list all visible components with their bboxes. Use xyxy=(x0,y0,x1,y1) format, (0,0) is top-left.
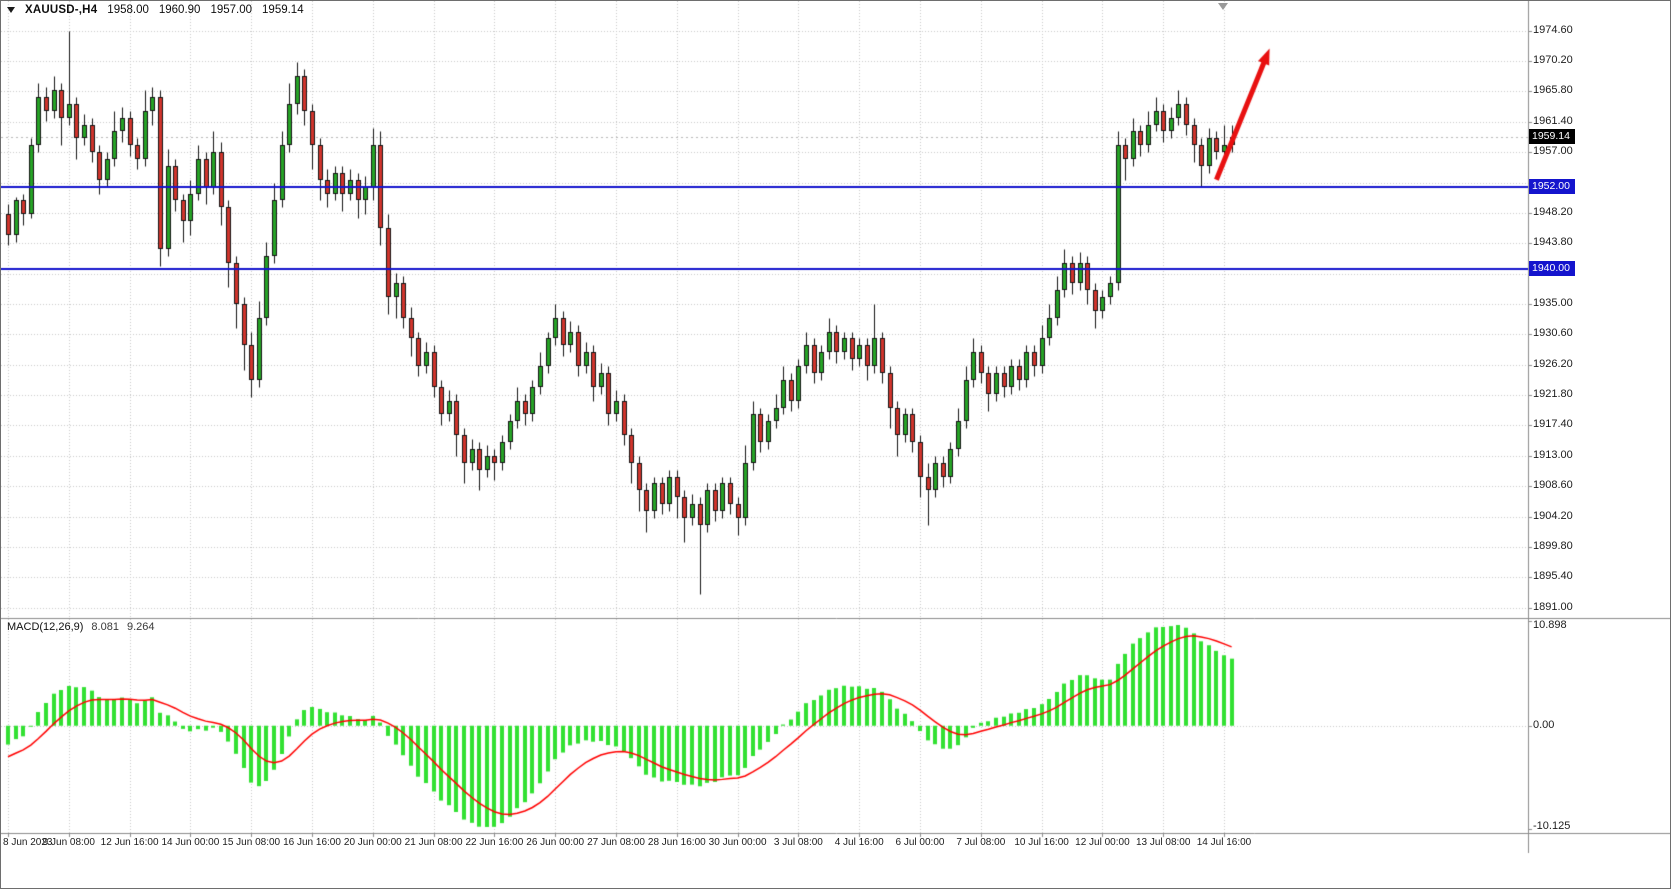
price-tick-label: 1961.40 xyxy=(1533,114,1573,127)
time-tick-label: 22 Jun 16:00 xyxy=(465,837,524,848)
price-tick-label: 1899.80 xyxy=(1533,539,1573,552)
time-tick-label: 3 Jul 08:00 xyxy=(773,837,823,848)
price-tick-label: 1948.20 xyxy=(1533,205,1573,218)
time-tick-label: 30 Jun 00:00 xyxy=(708,837,767,848)
price-tick-label: 1891.00 xyxy=(1533,600,1573,613)
time-tick-label: 6 Jul 00:00 xyxy=(895,837,945,848)
time-axis[interactable]: 8 Jun 2023 9 Jun 08:00 12 Jun 16:00 14 Jun … xyxy=(1,833,1528,853)
price-tick-label: 1917.40 xyxy=(1533,418,1573,431)
ohlc-low: 1957.00 xyxy=(210,4,253,16)
chart-shift-marker-icon[interactable] xyxy=(1218,3,1228,10)
time-tick-label: 9 Jun 08:00 xyxy=(42,837,95,848)
macd-name: MACD(12,26,9) xyxy=(7,621,84,633)
price-tick-label: 1974.60 xyxy=(1533,23,1573,36)
price-tick-label: 1904.20 xyxy=(1533,509,1573,522)
current-price-tag: 1959.14 xyxy=(1529,129,1575,145)
price-axis[interactable]: 1974.60 1970.20 1965.80 1961.40 1957.00 1948.… xyxy=(1528,1,1670,853)
time-tick-label: 14 Jun 00:00 xyxy=(161,837,220,848)
time-tick-label: 27 Jun 08:00 xyxy=(587,837,645,848)
time-tick-label: 21 Jun 08:00 xyxy=(404,837,463,848)
ohlc-open: 1958.00 xyxy=(107,4,149,16)
time-tick-label: 15 Jun 08:00 xyxy=(222,837,281,848)
price-tick-label: 1935.00 xyxy=(1533,296,1573,309)
macd-tick-label: -10.125 xyxy=(1533,820,1571,832)
price-tick-label: 1957.00 xyxy=(1533,145,1573,158)
time-tick-label: 28 Jun 16:00 xyxy=(647,837,706,848)
price-tick-label: 1930.60 xyxy=(1533,327,1573,340)
price-tick-label: 1970.20 xyxy=(1533,54,1573,67)
price-tick-label: 1965.80 xyxy=(1533,84,1573,97)
price-tick-label: 1926.20 xyxy=(1533,357,1573,370)
time-tick-label: 7 Jul 08:00 xyxy=(956,837,1006,848)
ohlc-close: 1959.14 xyxy=(262,4,304,16)
ohlc-high: 1960.90 xyxy=(158,4,201,16)
time-tick-label: 14 Jul 16:00 xyxy=(1196,837,1252,848)
price-tick-label: 1908.60 xyxy=(1533,479,1573,492)
time-tick-label: 4 Jul 16:00 xyxy=(834,837,884,848)
price-tick-label: 1895.40 xyxy=(1533,570,1573,583)
time-tick-label: 13 Jul 08:00 xyxy=(1135,837,1191,848)
macd-indicator-label: MACD(12,26,9) 8.081 9.264 xyxy=(7,621,154,633)
macd-tick-label: 0.00 xyxy=(1533,718,1555,731)
macd-tick-label: 10.898 xyxy=(1533,619,1567,631)
time-tick-label: 10 Jul 16:00 xyxy=(1014,837,1069,848)
price-tick-label: 1921.80 xyxy=(1533,388,1573,401)
hline-price-tag[interactable]: 1940.00 xyxy=(1529,261,1575,277)
chart-menu-icon[interactable] xyxy=(7,7,15,13)
time-tick-label: 26 Jun 00:00 xyxy=(526,837,585,848)
macd-signal-value: 9.264 xyxy=(126,621,155,633)
time-tick-label: 12 Jun 16:00 xyxy=(100,837,159,848)
time-tick-label: 8 Jun 2023 xyxy=(3,837,53,848)
time-tick-label: 20 Jun 00:00 xyxy=(343,837,402,848)
symbol-label: XAUUSD-,H4 xyxy=(25,4,98,16)
price-tick-label: 1913.00 xyxy=(1533,448,1573,461)
price-tick-label: 1943.80 xyxy=(1533,236,1573,249)
hline-price-tag[interactable]: 1952.00 xyxy=(1529,178,1575,194)
time-tick-label: 16 Jun 16:00 xyxy=(283,837,341,848)
macd-main-value: 8.081 xyxy=(91,621,119,633)
symbol-ohlc-line: XAUUSD-,H4 1958.00 1960.90 1957.00 1959.… xyxy=(7,4,304,16)
time-tick-label: 12 Jul 00:00 xyxy=(1075,837,1130,848)
